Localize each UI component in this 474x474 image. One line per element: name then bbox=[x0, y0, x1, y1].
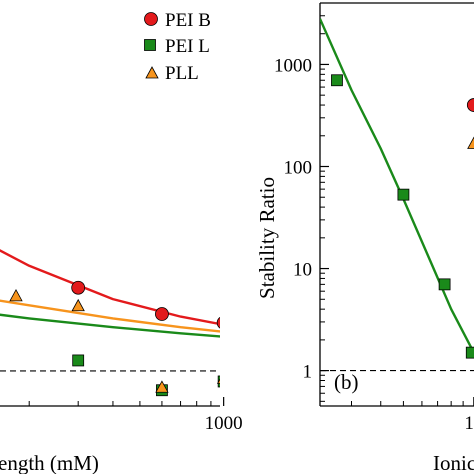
panel-b-y-axis-label: Stability Ratio bbox=[255, 177, 279, 299]
fit-curve-pei-l bbox=[320, 18, 474, 356]
data-point-pei-b-2 bbox=[71, 280, 86, 295]
data-point-pll-1 bbox=[467, 136, 474, 149]
legend-marker-pll bbox=[145, 66, 159, 79]
legend-label-pei-l: PEI L bbox=[165, 36, 210, 57]
legend-entry-pei-b: PEI B bbox=[144, 10, 211, 31]
y-tick-label-1: 1 bbox=[303, 362, 313, 383]
x-tick-label-10: 10 bbox=[464, 413, 474, 434]
legend-entry-pei-l: PEI L bbox=[144, 36, 210, 57]
fit-curve-pei-l bbox=[0, 313, 220, 338]
y-tick-label-10: 10 bbox=[293, 260, 312, 281]
data-point-pei-b-3 bbox=[155, 307, 169, 321]
fit-curve-pei-b bbox=[0, 249, 220, 326]
data-point-pll-3 bbox=[216, 378, 220, 384]
panel-a-x-axis-label: ength (mM) bbox=[0, 451, 99, 474]
panel-b-data-points bbox=[331, 74, 474, 359]
panel-b-letter: (b) bbox=[334, 370, 359, 394]
panel-b: 1 10 100 1000 10 Stability Ratio (b) Ionic bbox=[255, 2, 474, 474]
panel-b-fit-curves bbox=[320, 18, 474, 356]
data-point-pei-l-2 bbox=[397, 188, 410, 201]
y-tick-label-1000: 1000 bbox=[274, 55, 312, 76]
x-tick-label-1000: 1000 bbox=[205, 413, 243, 434]
data-point-pei-l-1 bbox=[331, 74, 343, 87]
data-point-pll-2 bbox=[155, 380, 169, 393]
panel-b-x-axis-label: Ionic bbox=[433, 451, 474, 474]
legend: PEI B PEI L PLL bbox=[144, 10, 211, 84]
edge-point-pll-1 bbox=[9, 289, 23, 302]
data-point-pei-l-4 bbox=[465, 346, 474, 359]
data-point-pei-b-4 bbox=[216, 316, 220, 329]
legend-entry-pll: PLL bbox=[145, 63, 199, 84]
panel-a-data-points bbox=[9, 280, 220, 397]
fit-curve-pll bbox=[0, 299, 220, 333]
panel-a-fit-curves bbox=[0, 249, 220, 338]
panel-b-y-ticks: 1 10 100 1000 bbox=[274, 2, 329, 402]
data-point-pei-b-1 bbox=[466, 98, 474, 112]
data-point-pei-l-2 bbox=[72, 354, 85, 367]
data-point-pei-l-3 bbox=[438, 278, 451, 291]
data-point-pll-1 bbox=[71, 298, 85, 312]
legend-marker-pei-b bbox=[144, 12, 158, 26]
legend-label-pll: PLL bbox=[165, 63, 199, 84]
y-tick-label-100: 100 bbox=[284, 157, 313, 178]
legend-marker-pei-l bbox=[144, 39, 156, 51]
panel-b-x-ticks: 10 bbox=[351, 397, 474, 434]
legend-label-pei-b: PEI B bbox=[165, 10, 211, 31]
